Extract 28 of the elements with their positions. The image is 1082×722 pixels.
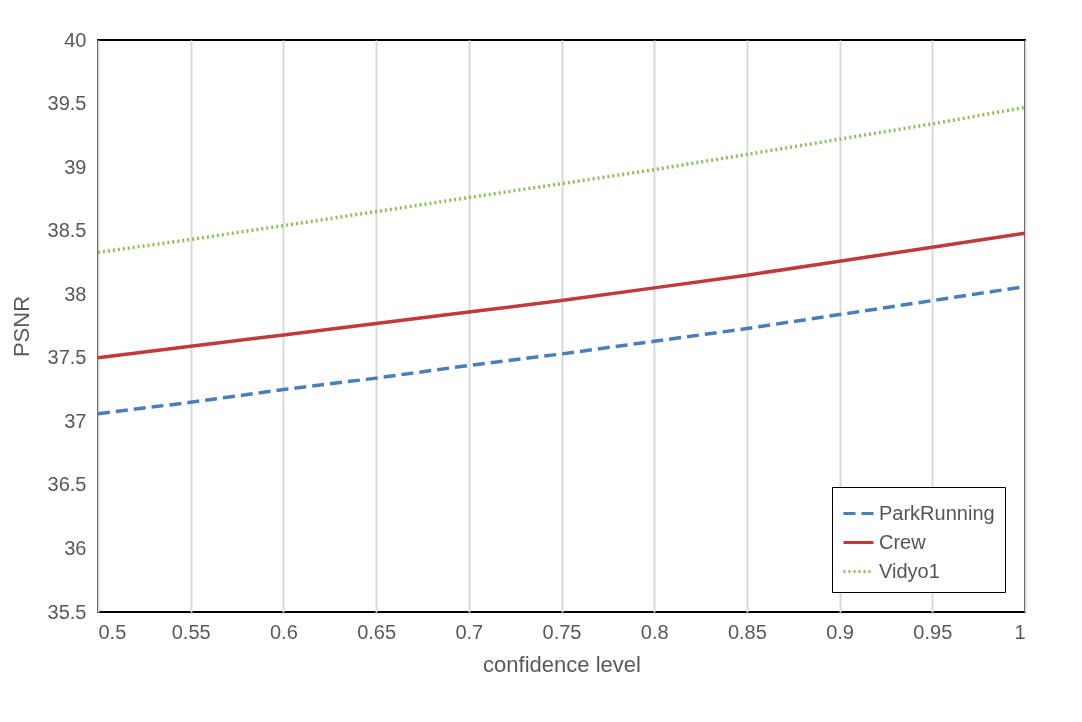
legend-label: Vidyo1 (879, 559, 940, 582)
y-tick-label: 36.5 (47, 473, 87, 496)
y-tick-label: 38 (64, 282, 87, 305)
y-tick-label: 38.5 (47, 219, 87, 242)
line-series (96, 231, 1027, 360)
x-tick-label: 0.95 (913, 620, 953, 643)
y-tick-label: 37.5 (47, 346, 87, 369)
x-tick-label: 0.5 (98, 620, 127, 643)
x-tick-label: 0.6 (269, 620, 298, 643)
y-tick-label: 36 (64, 536, 87, 559)
y-axis-title: PSNR (8, 295, 34, 358)
line-series (96, 105, 1027, 255)
x-tick-label: 1 (1014, 620, 1026, 643)
y-tick-label: 40 (64, 28, 87, 51)
x-tick-label: 0.7 (455, 620, 484, 643)
y-tick-label: 39.5 (47, 92, 87, 115)
legend-label: Crew (879, 530, 927, 553)
x-tick-label: 0.9 (826, 620, 855, 643)
y-tick-label: 35.5 (47, 600, 87, 623)
x-axis-title: confidence level (483, 651, 641, 677)
y-tick-label: 37 (64, 409, 87, 432)
x-tick-label: 0.8 (640, 620, 669, 643)
x-tick-label: 0.75 (542, 620, 582, 643)
x-tick-label: 0.85 (727, 620, 767, 643)
x-tick-label: 0.55 (171, 620, 211, 643)
x-tick-label: 0.65 (357, 620, 397, 643)
y-tick-label: 39 (64, 155, 87, 178)
legend-label: ParkRunning (879, 501, 995, 524)
